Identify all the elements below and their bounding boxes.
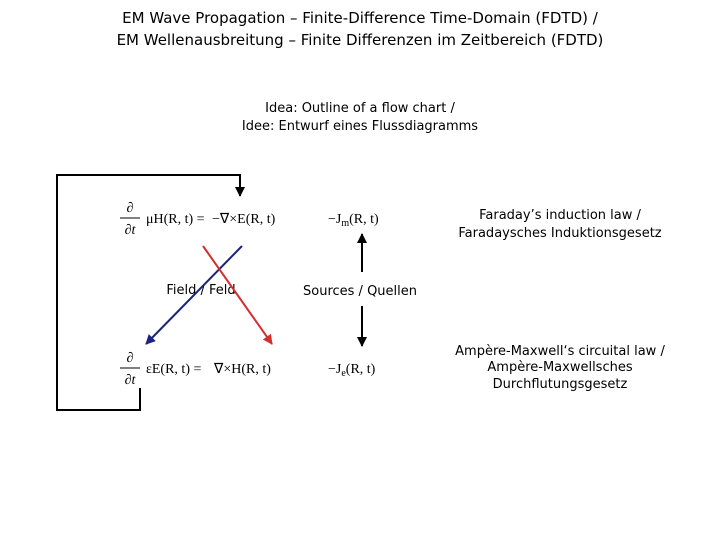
title: EM Wave Propagation – Finite-Difference … xyxy=(122,9,599,27)
derivative: ∂t xyxy=(125,373,137,388)
source-subscript: m xyxy=(341,218,349,229)
law-label: Durchflutungsgesetz xyxy=(493,377,628,392)
sources-label: Sources / Quellen xyxy=(303,284,417,299)
feedback-loop xyxy=(56,174,245,411)
source-symbol: −J xyxy=(328,362,342,377)
equation-lhs: μH(R, t) = xyxy=(146,212,205,227)
equation-rhs: −∇×E(R, t) xyxy=(212,212,276,227)
law-label: Ampère-Maxwell‘s circuital law / xyxy=(455,344,665,359)
title: EM Wellenausbreitung – Finite Differenze… xyxy=(117,31,604,49)
derivative: ∂t xyxy=(125,223,137,238)
law-label: Faraday’s induction law / xyxy=(479,208,641,223)
equation-lhs: εE(R, t) = xyxy=(146,362,201,377)
idea-text: Idee: Entwurf eines Flussdiagramms xyxy=(242,119,478,134)
source-args: (R, t) xyxy=(349,212,379,227)
derivative: ∂ xyxy=(127,351,134,366)
source-args: (R, t) xyxy=(346,362,376,377)
law-label: Faradaysches Induktionsgesetz xyxy=(458,226,661,241)
law-label: Ampère-Maxwellsches xyxy=(487,360,632,375)
arrow-red xyxy=(202,245,273,345)
source-term: −Jm(R, t) xyxy=(328,212,379,229)
derivative: ∂ xyxy=(127,201,134,216)
equation-rhs: ∇×H(R, t) xyxy=(213,362,271,377)
idea-text: Idea: Outline of a flow chart / xyxy=(265,101,455,116)
source-subscript: e xyxy=(341,368,346,379)
field-label: Field / Feld xyxy=(166,283,235,298)
source-symbol: −J xyxy=(328,212,342,227)
arrow-blue xyxy=(145,245,243,345)
source-term: −Je(R, t) xyxy=(328,362,376,379)
